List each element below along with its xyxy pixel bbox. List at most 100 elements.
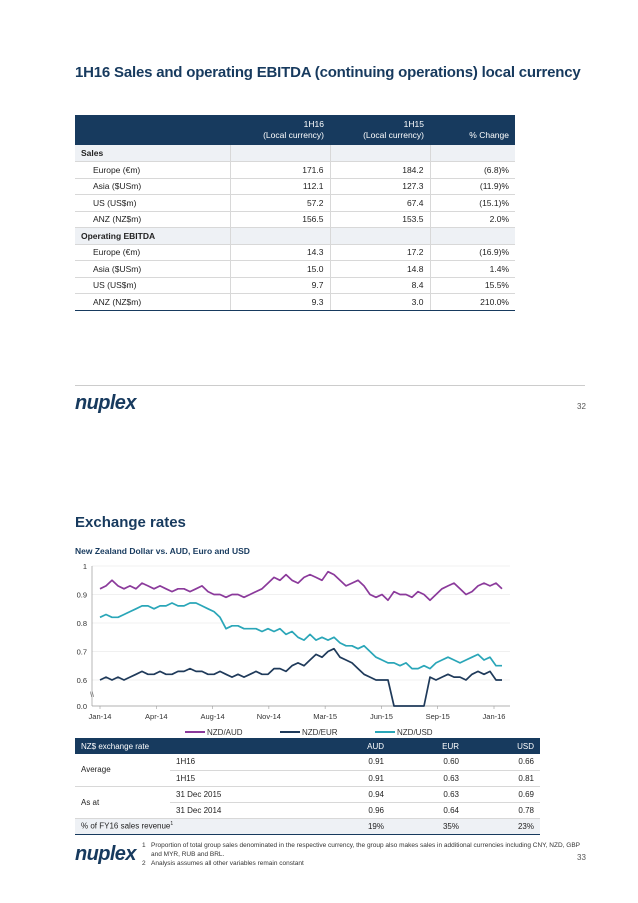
cell-change: 15.5% [429, 277, 515, 294]
cell-change: (6.8)% [429, 161, 515, 179]
legend-label: NZD/USD [397, 728, 433, 736]
cell-1h16: 156.5 [229, 211, 330, 228]
cell-eur: 0.63 [390, 786, 465, 803]
cell-1h15: 14.8 [329, 260, 430, 278]
y-tick-label: 0.9 [77, 591, 87, 600]
page-number: 33 [577, 853, 586, 862]
cell-usd: 0.66 [465, 754, 540, 771]
table-row: ANZ (NZ$m) 9.3 3.0 210.0% [75, 293, 515, 311]
section-row-sales: Sales [75, 145, 515, 162]
section-row-ebitda: Operating EBITDA [75, 227, 515, 245]
table-row: 1H15 0.91 0.63 0.81 [75, 770, 540, 787]
y-tick-label: 0.7 [77, 648, 87, 657]
table-row: Asia ($USm) 15.0 14.8 1.4% [75, 260, 515, 278]
total-row: % of FY16 sales revenue1 19% 35% 23% [75, 818, 540, 835]
footnote: 2 Analysis assumes all other variables re… [142, 860, 304, 867]
slide2-title: Exchange rates [75, 514, 186, 531]
cell-aud: 0.91 [315, 754, 390, 771]
chart-grid [92, 565, 510, 681]
cell-1h16: 15.0 [229, 260, 330, 278]
nuplex-logo: nuplex [75, 843, 136, 865]
cell-usd: 0.69 [465, 786, 540, 803]
cell-1h15: 17.2 [329, 244, 430, 261]
sales-ebitda-table: 1H16 (Local currency) 1H15 (Local currency… [75, 115, 515, 311]
header-1h16: 1H16 (Local currency) [230, 115, 330, 145]
chart-series [99, 570, 503, 707]
axis-break-mark: \\ [90, 692, 94, 699]
cell-eur: 0.63 [390, 770, 465, 787]
cell-change: 2.0% [429, 211, 515, 228]
chart-title: New Zealand Dollar vs. AUD, Euro and USD [75, 546, 250, 556]
cell-1h15: 184.2 [329, 161, 430, 179]
slide1-title: 1H16 Sales and operating EBITDA (continu… [75, 64, 581, 81]
series-line-nzd-usd [99, 602, 502, 670]
x-tick-label: Apr-14 [145, 712, 168, 721]
row-label: ANZ (NZ$m) [75, 293, 230, 311]
header-usd: USD [465, 738, 540, 754]
period-label: 31 Dec 2014 [170, 802, 315, 819]
table-row: Average 1H16 0.91 0.60 0.66 [75, 754, 540, 787]
cell-eur: 0.64 [390, 802, 465, 819]
cell-1h15: 127.3 [329, 178, 430, 195]
x-tick-label: Mar-15 [313, 712, 337, 721]
legend-label: NZD/EUR [302, 728, 338, 736]
y-tick-label: 0.0 [77, 702, 87, 711]
header-1h15: 1H15 (Local currency) [330, 115, 430, 145]
table-row: Europe (€m) 171.6 184.2 (6.8)% [75, 161, 515, 179]
fx-rate-table: NZ$ exchange rate AUD EUR USD Average 1H… [75, 738, 540, 835]
x-tick-label: Jan-16 [483, 712, 506, 721]
row-label: ANZ (NZ$m) [75, 211, 230, 228]
cell-aud: 0.91 [315, 770, 390, 787]
footnote: 1 Proportion of total group sales denomin… [142, 842, 580, 858]
row-label: Asia ($USm) [75, 178, 230, 195]
page-number: 32 [577, 402, 586, 411]
table-row: US (US$m) 57.2 67.4 (15.1)% [75, 194, 515, 212]
period-label: 1H16 [170, 754, 315, 771]
x-tick-label: Aug-14 [200, 712, 224, 721]
footer-divider [75, 385, 585, 386]
x-tick-label: Jan-14 [89, 712, 112, 721]
table-row: US (US$m) 9.7 8.4 15.5% [75, 277, 515, 294]
cell-1h15: 3.0 [329, 293, 430, 311]
sales-table-header: 1H16 (Local currency) 1H15 (Local currency… [75, 115, 515, 145]
cell-change: 1.4% [429, 260, 515, 278]
header-blank [75, 115, 230, 145]
cell-1h16: 9.7 [229, 277, 330, 294]
y-tick-label: 0.6 [77, 676, 87, 685]
cell-change: (16.9)% [429, 244, 515, 261]
cell-aud: 0.96 [315, 802, 390, 819]
cell-eur: 35% [390, 818, 465, 835]
header-eur: EUR [390, 738, 465, 754]
table-row: Asia ($USm) 112.1 127.3 (11.9)% [75, 178, 515, 195]
fx-table-header: NZ$ exchange rate AUD EUR USD [75, 738, 540, 754]
y-tick-label: 1 [83, 562, 87, 571]
row-label: Europe (€m) [75, 244, 230, 261]
group-label-as-at: As at [75, 786, 170, 819]
cell-aud: 19% [315, 818, 390, 835]
chart-legend: NZD/AUD NZD/EUR NZD/USD [185, 728, 433, 736]
cell-usd: 23% [465, 818, 540, 835]
header-aud: AUD [315, 738, 390, 754]
cell-change: (15.1)% [429, 194, 515, 212]
exchange-rate-chart: 0.0 0.6 0.7 0.8 0.9 1 \\ Jan-14 Apr-14 Aug-14 Nov-… [77, 562, 510, 736]
chart-axes: 0.0 0.6 0.7 0.8 0.9 1 \\ Jan-14 Apr-14 Aug-14 Nov-… [77, 562, 510, 721]
total-label: % of FY16 sales revenue1 [75, 818, 315, 835]
table-row: As at 31 Dec 2015 0.94 0.63 0.69 [75, 786, 540, 819]
cell-eur: 0.60 [390, 754, 465, 771]
y-tick-label: 0.8 [77, 619, 87, 628]
cell-usd: 0.78 [465, 802, 540, 819]
cell-1h16: 9.3 [229, 293, 330, 311]
row-label: Europe (€m) [75, 161, 230, 179]
cell-1h16: 57.2 [229, 194, 330, 212]
nuplex-logo: nuplex [75, 392, 136, 414]
table-row: 31 Dec 2014 0.96 0.64 0.78 [75, 802, 540, 819]
period-label: 31 Dec 2015 [170, 786, 315, 803]
row-label: Asia ($USm) [75, 260, 230, 278]
period-label: 1H15 [170, 770, 315, 787]
table-row: Europe (€m) 14.3 17.2 (16.9)% [75, 244, 515, 261]
group-label-average: Average [75, 754, 170, 787]
cell-1h16: 171.6 [229, 161, 330, 179]
footnotes: 1 Proportion of total group sales denomin… [142, 841, 592, 868]
cell-1h15: 8.4 [329, 277, 430, 294]
x-tick-label: Jun-15 [370, 712, 393, 721]
